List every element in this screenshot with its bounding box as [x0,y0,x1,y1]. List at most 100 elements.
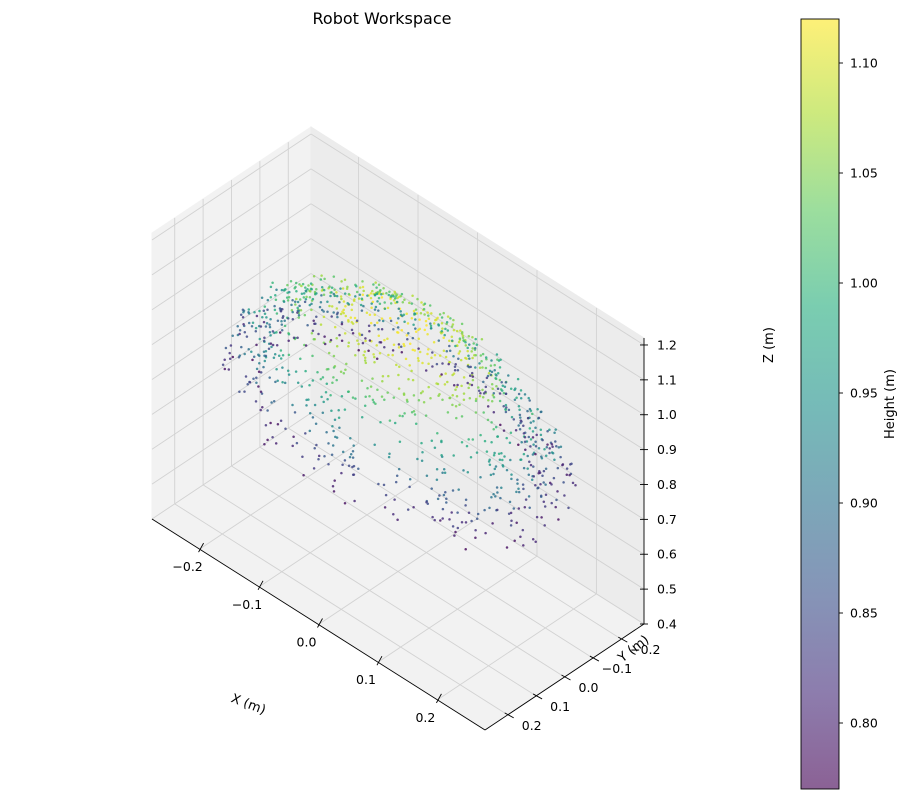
scatter-point [332,429,335,433]
scatter-point [498,458,502,462]
tick-mark [561,674,571,681]
scatter-point [539,433,543,437]
scatter-point [517,392,521,396]
scatter-point [379,289,382,292]
grid-z [310,273,645,485]
scatter-point [504,392,508,396]
scatter-point [309,282,313,285]
scatter-point [509,458,512,462]
scatter-point [342,311,345,315]
scatter-point [381,379,384,383]
scatter-point [406,400,409,403]
scatter-point [399,310,402,313]
y-tick-label: −0.1 [602,661,632,676]
scatter-point [530,478,534,482]
scatter-point [384,493,388,497]
scatter-point [410,369,413,373]
scatter-point [532,465,535,468]
scatter-point [532,443,535,446]
x-axis-line [151,518,486,731]
scatter-point [279,419,283,423]
scatter-point [287,332,291,336]
scatter-point [259,390,263,393]
tick-mark [589,655,600,662]
scatter-point [266,438,269,442]
scatter-point [455,416,458,420]
scatter-point [529,421,533,424]
scatter-point [412,394,416,397]
scatter-point [414,330,418,333]
scatter-point [330,305,334,308]
scatter-point [291,317,295,321]
grid-y [288,427,622,640]
scatter-point [514,428,518,432]
scatter-point [424,369,428,372]
scatter-point [539,410,543,414]
colorbar-tick-label: 1.05 [850,166,878,181]
scatter-point [263,336,266,340]
scatter-point [281,353,285,357]
scatter-point [339,312,343,316]
scatter-point [419,391,423,395]
scatter-point [391,353,394,357]
colorbar-gradient [801,19,839,789]
scatter-point [468,357,471,360]
scatter-point [450,335,454,338]
scatter-point [276,423,280,426]
scatter-point [484,531,487,535]
scatter-point [407,331,410,335]
scatter-point [411,348,415,352]
scatter-point [268,323,271,326]
scatter-point [412,505,415,509]
scatter-point [285,296,289,299]
scatter-point [240,345,243,349]
scatter-point [494,425,498,429]
grid-z [310,307,645,520]
scatter-point [368,313,372,317]
scatter-point [450,325,454,328]
scatter-point [426,332,429,336]
scatter-point [441,471,444,475]
tick-labels: −0.2−0.10.00.10.2−0.2−0.10.00.10.20.40.5… [172,338,677,733]
scatter-point [519,389,523,392]
scatter-point [319,278,323,281]
scatter-point [489,364,493,367]
scatter-point [487,399,490,402]
scatter-point [563,494,566,497]
scatter-point [308,295,312,299]
scatter-point [320,274,323,277]
grid-z [151,203,312,311]
scatter-point [251,358,254,362]
scatter-point [431,351,434,354]
scatter-point [305,404,308,407]
scatter-point [504,410,508,414]
scatter-point [340,280,343,283]
scatter-point [298,304,301,308]
scatter-point [522,452,526,456]
scatter-point [395,474,399,478]
scatter-point [242,323,245,326]
scatter-point [462,392,466,395]
scatter-point [273,308,277,312]
scatter-point [464,521,468,524]
scatter-point [445,501,448,504]
scatter-point [467,335,471,338]
scatter-point [523,505,527,509]
scatter-point [264,325,268,328]
scatter-point [466,346,469,350]
scatter-point [304,344,308,347]
scatter-point [406,508,410,511]
scatter-point [344,305,347,308]
scatter-point [478,362,481,365]
scatter-point [369,292,373,295]
scatter-point [331,444,335,447]
scatter-point [357,467,360,470]
scatter-point [310,302,313,306]
scatter-point [364,395,367,398]
scatter-point [276,379,279,382]
scatter-point [333,418,337,421]
scatter-point [490,421,493,424]
scatter-point [380,395,384,398]
scatter-point [343,278,347,281]
grid-y [174,503,508,716]
